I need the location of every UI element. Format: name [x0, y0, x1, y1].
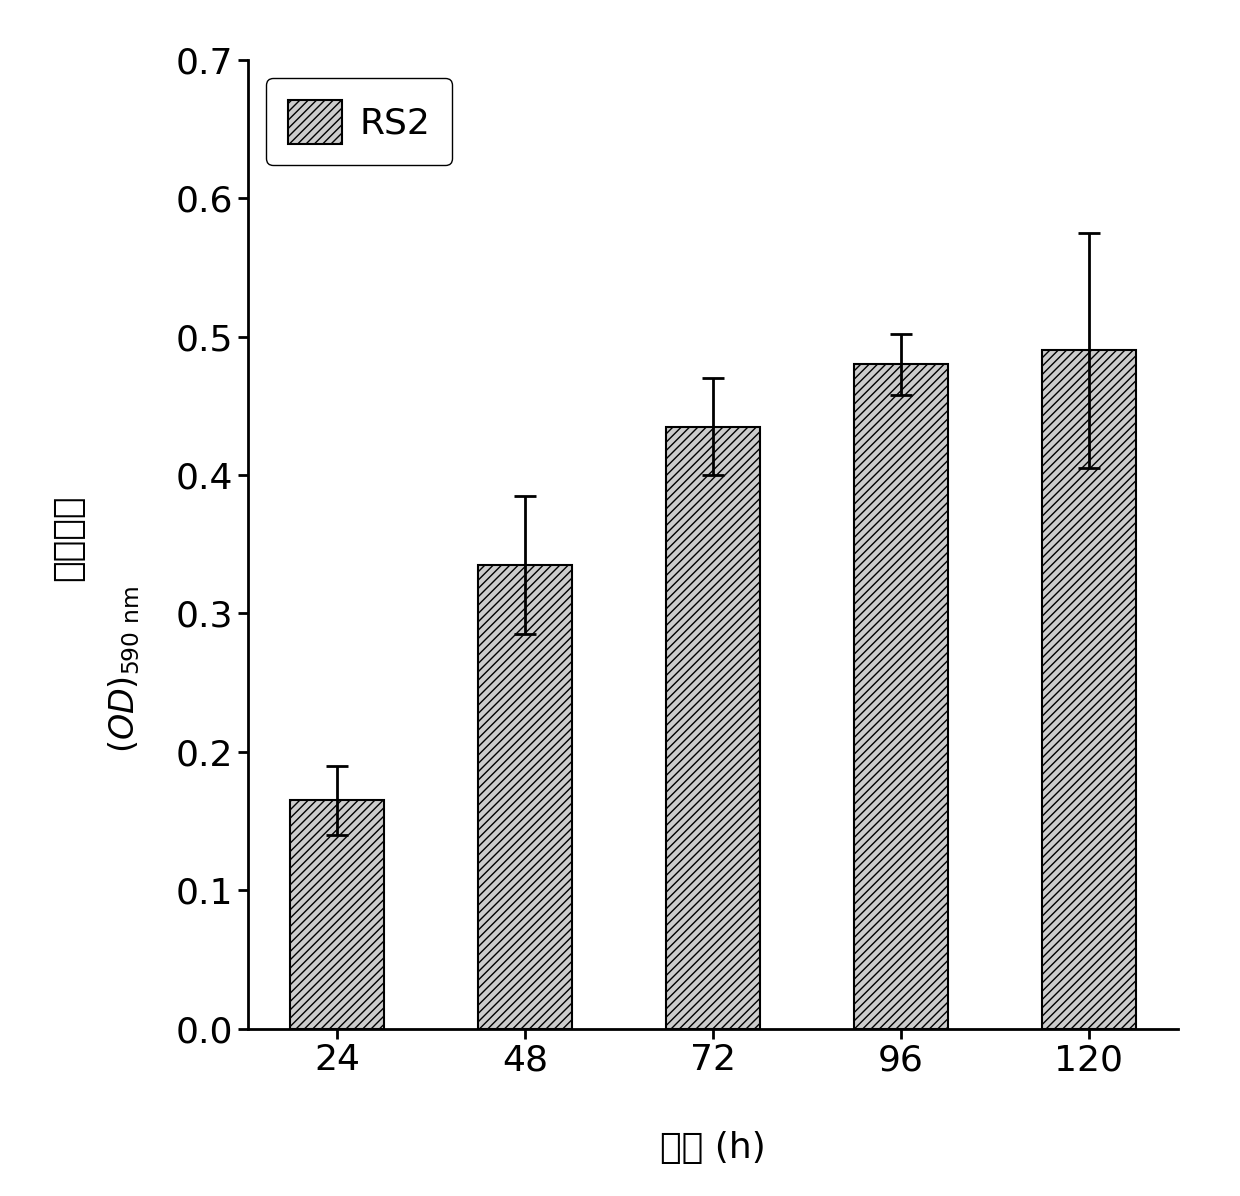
Bar [666, 427, 760, 1029]
Text: 时间 (h): 时间 (h) [660, 1131, 766, 1165]
Bar [1042, 350, 1136, 1029]
Bar [290, 800, 384, 1029]
Text: $(OD)_{\mathregular{590\ nm}}$: $(OD)_{\mathregular{590\ nm}}$ [107, 586, 141, 753]
Text: 成膜能力: 成膜能力 [51, 495, 86, 581]
Bar [854, 365, 947, 1029]
Bar [479, 565, 572, 1029]
Legend: RS2: RS2 [267, 78, 453, 165]
